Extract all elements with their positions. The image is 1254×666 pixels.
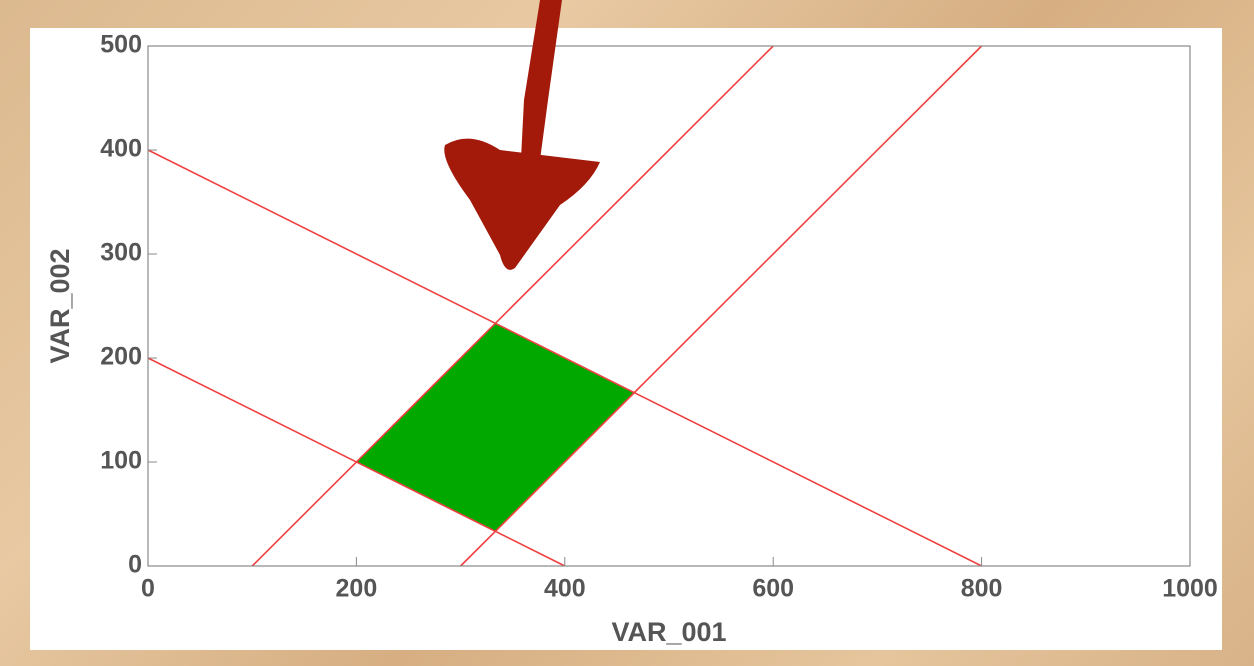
y-tick-label: 0 — [128, 551, 142, 579]
x-axis-label: VAR_001 — [611, 617, 726, 647]
x-tick-label: 800 — [961, 575, 1003, 603]
x-tick-label: 200 — [336, 575, 378, 603]
x-tick-label: 0 — [141, 575, 155, 603]
y-tick-label: 400 — [100, 135, 142, 163]
y-axis-label: VAR_002 — [45, 248, 75, 363]
x-tick-label: 1000 — [1162, 575, 1218, 603]
y-tick-label: 100 — [100, 447, 142, 475]
page: VAR_001 VAR_002 0 200 400 600 800 1000 0 100 200… — [0, 0, 1254, 666]
y-tick-label: 200 — [100, 343, 142, 371]
plot-panel — [30, 28, 1222, 650]
y-tick-label: 500 — [100, 31, 142, 59]
x-tick-label: 400 — [544, 575, 586, 603]
chart: VAR_001 VAR_002 0 200 400 600 800 1000 0 100 200… — [0, 0, 1254, 666]
x-tick-label: 600 — [752, 575, 794, 603]
y-tick-label: 300 — [100, 239, 142, 267]
